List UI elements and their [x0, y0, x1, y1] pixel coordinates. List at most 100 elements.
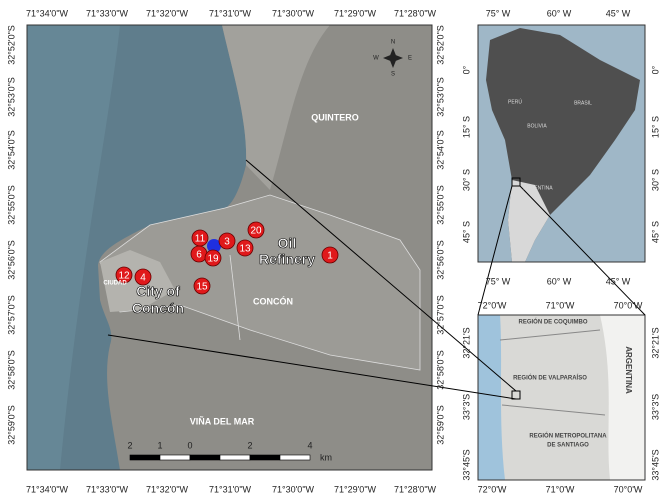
lon-label: 71°28'0"W	[394, 8, 437, 18]
site-marker	[218, 232, 236, 250]
site-number: 4	[140, 273, 146, 284]
lon-label: 71°29'0"W	[334, 8, 377, 18]
site-marker	[191, 229, 209, 247]
lon-label: 72°0'W	[478, 300, 507, 310]
scale-segment	[279, 454, 311, 461]
site-number: 20	[250, 226, 262, 237]
site-number: 1	[327, 251, 333, 262]
scale-segment	[129, 454, 161, 461]
place-name: QUINTERO	[311, 112, 359, 122]
lon-label: 71°0'W	[546, 484, 575, 494]
site-number: 19	[207, 254, 219, 265]
lat-label: 32°55'0"S	[6, 185, 16, 225]
connectors	[107, 159, 646, 400]
lat-label: 30° S	[650, 169, 660, 191]
site-marker	[115, 266, 133, 284]
dunes	[222, 25, 330, 190]
lat-label: 32°54'0"S	[6, 130, 16, 170]
lon-label: 60° W	[547, 276, 572, 286]
lat-label: 32°57'0"S	[6, 295, 16, 335]
scale-label: 2	[127, 440, 132, 450]
boundary	[229, 254, 241, 341]
frame	[477, 314, 646, 481]
frame	[26, 24, 433, 471]
lat-label: 32°53'0"S	[435, 77, 445, 117]
highlight: City of Concón	[132, 283, 184, 316]
scale-unit: km	[320, 452, 332, 462]
scale-label: 2	[247, 440, 252, 450]
site-number: 13	[239, 244, 251, 255]
refinery-point	[207, 239, 221, 253]
scale-segment	[249, 454, 281, 461]
site-number: 6	[196, 250, 202, 261]
lon-label: 45° W	[606, 276, 631, 286]
country-name: BRASIL	[574, 100, 592, 106]
lat-label: 32°21'S	[461, 327, 471, 358]
site-marker	[247, 221, 265, 239]
country-name: ARGENTINA	[523, 185, 553, 191]
compass-letter: W	[373, 56, 379, 62]
region-name: ARGENTINA	[624, 346, 633, 394]
place-name: CONCÓN	[253, 295, 293, 306]
scale-label: 0	[187, 440, 192, 450]
lon-label: 75° W	[486, 276, 511, 286]
lon-label: 71°31'0"W	[209, 484, 252, 494]
lat-label: 0°	[650, 65, 660, 74]
lat-label: 32°58'0"S	[435, 350, 445, 390]
locator-box	[511, 177, 521, 187]
lat-label: 32°55'0"S	[435, 185, 445, 225]
lat-label: 32°52'0"S	[435, 25, 445, 65]
compass-letter: E	[408, 56, 412, 62]
main-map	[26, 24, 433, 471]
lon-label: 71°33'0"W	[86, 8, 129, 18]
frame	[477, 24, 646, 263]
site-number: 3	[224, 237, 230, 248]
south-america-inset	[477, 24, 646, 263]
concon-area	[99, 194, 421, 371]
lat-label: 33°45'S	[650, 449, 660, 480]
site-marker	[193, 277, 211, 295]
lat-label: 33°3'S	[650, 394, 660, 420]
region-inset	[477, 314, 646, 481]
argentina-area	[508, 180, 550, 262]
site-number: 15	[196, 282, 208, 293]
labels: 71°34'0"W 71°34'0"W 71°33'0"W 71°33'0"W 71°3…	[6, 8, 660, 494]
place-name: CIUDAD	[103, 281, 127, 287]
lat-label: 33°45'S	[461, 449, 471, 480]
lat-label: 15° S	[461, 116, 471, 138]
scale-segment	[159, 454, 191, 461]
lon-label: 71°30'0"W	[272, 484, 315, 494]
compass	[383, 48, 403, 68]
country-name: BOLIVIA	[527, 123, 547, 129]
lon-label: 60° W	[547, 8, 572, 18]
connector	[245, 159, 517, 392]
scale-segment	[189, 454, 221, 461]
lat-label: 32°21'S	[650, 327, 660, 358]
lon-label: 71°31'0"W	[209, 8, 252, 18]
compass-letter: S	[391, 72, 395, 78]
lat-label: 32°57'0"S	[435, 295, 445, 335]
lat-label: 0°	[461, 65, 471, 74]
lat-label: 15° S	[650, 116, 660, 138]
place-name: VIÑA DEL MAR	[190, 416, 255, 426]
highlight: Oil Refinery	[259, 235, 315, 267]
lat-label: 45° S	[650, 221, 660, 243]
site-number: 11	[195, 234, 206, 245]
lat-label: 32°53'0"S	[6, 77, 16, 117]
lat-label: 32°56'0"S	[435, 240, 445, 280]
site-marker	[134, 268, 152, 286]
region-borders	[499, 329, 606, 416]
lat-label: 32°52'0"S	[6, 25, 16, 65]
region-name: REGIÓN DE VALPARAÍSO	[513, 374, 587, 382]
lon-label: 45° W	[606, 8, 631, 18]
lat-label: 32°58'0"S	[6, 350, 16, 390]
lat-label: 30° S	[461, 169, 471, 191]
lon-label: 71°29'0"W	[334, 484, 377, 494]
scale-label: 1	[157, 440, 162, 450]
lon-label: 71°34'0"W	[26, 484, 69, 494]
lat-label: 32°59'0"S	[435, 405, 445, 445]
scale-segment	[219, 454, 251, 461]
lat-label: 32°56'0"S	[6, 240, 16, 280]
site-marker	[236, 239, 254, 257]
